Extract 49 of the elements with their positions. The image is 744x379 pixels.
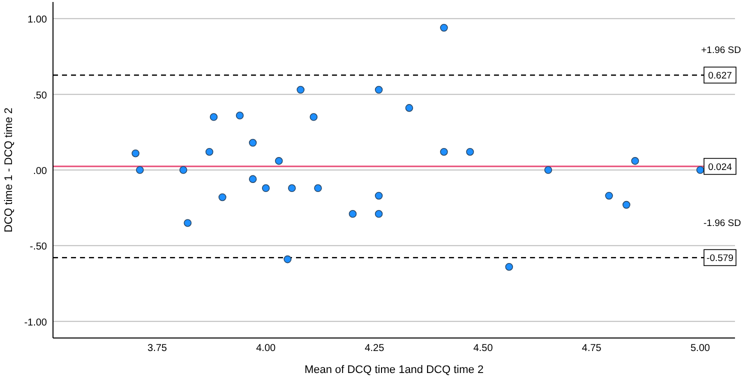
point [205,148,214,156]
point [314,184,322,192]
point [262,184,270,192]
annotation: +1.96 SD [701,45,742,56]
y-tick-label: 1.00 [28,14,48,26]
point [374,86,383,94]
ref-line-label: 0.627 [708,70,732,82]
point [218,193,226,202]
point [132,149,140,158]
point [622,200,630,209]
ref-line-label: -0.579 [706,253,734,264]
point [505,262,514,271]
y-tick-label: .50 [33,90,48,102]
point [440,24,448,32]
point [348,210,357,218]
point [374,210,383,218]
point [466,148,474,156]
y-axis-title: DCQ time 1 - DCQ time 2 [3,108,15,232]
point [236,112,244,120]
x-tick-label: 4.50 [473,343,494,354]
y-tick-label: -1.00 [24,317,48,328]
x-tick-label: 5.00 [690,343,710,354]
point [440,148,448,156]
point [136,166,144,174]
x-tick-label: 3.75 [148,343,168,354]
point [248,138,257,147]
point [184,219,192,227]
x-tick-label: 4.75 [582,343,602,354]
point [544,166,552,174]
x-axis-title: Mean of DCQ time 1and DCQ time 2 [304,364,484,376]
point [288,184,296,192]
point [248,175,257,183]
point [374,192,383,200]
y-tick-label: -.50 [30,242,48,253]
point [179,166,188,174]
point [605,192,613,200]
point [696,166,704,174]
x-tick-label: 4.00 [256,343,276,354]
y-tick-label: .00 [33,166,48,177]
point [631,157,639,165]
point [296,86,305,94]
point [274,157,283,165]
ref-line-label: 0.024 [708,162,732,173]
annotation: -1.96 SD [704,218,742,229]
point [405,104,414,112]
point [210,113,218,121]
x-tick-label: 4.25 [364,343,385,354]
point [310,113,318,121]
point [284,255,292,264]
